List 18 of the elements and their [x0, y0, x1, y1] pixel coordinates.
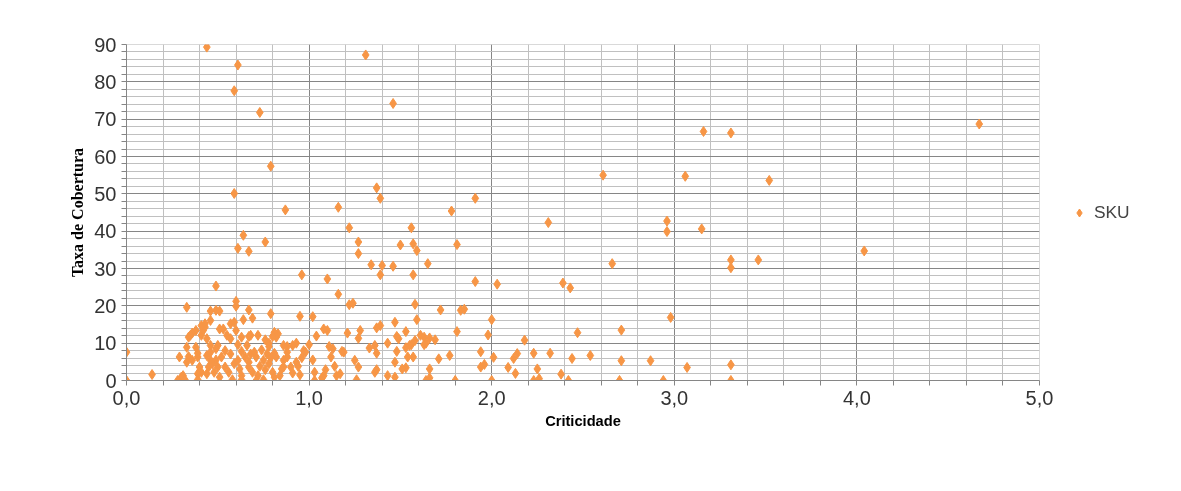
x-axis-title: Criticidade: [545, 412, 621, 429]
y-tick-label: 0: [105, 369, 117, 392]
y-tick-label: 20: [94, 294, 117, 317]
y-axis-title: Taxa de Cobertura: [69, 147, 87, 278]
y-tick-label: 70: [94, 108, 117, 131]
x-tick-label: 3,0: [660, 386, 689, 409]
y-tick-label: 90: [94, 33, 117, 56]
y-tick-label: 60: [94, 145, 117, 168]
y-tick-label: 50: [94, 182, 117, 205]
x-tick-label: 4,0: [843, 386, 871, 409]
x-tick-label: 5,0: [1025, 386, 1054, 409]
y-tick-label: 10: [94, 332, 117, 355]
y-tick-label: 80: [94, 70, 117, 93]
x-tick-label: 2,0: [477, 386, 506, 409]
legend-label: SKU: [1094, 201, 1130, 223]
y-tick-label: 40: [94, 220, 117, 243]
x-tick-label: 1,0: [295, 386, 324, 409]
y-tick-label: 30: [94, 257, 117, 280]
